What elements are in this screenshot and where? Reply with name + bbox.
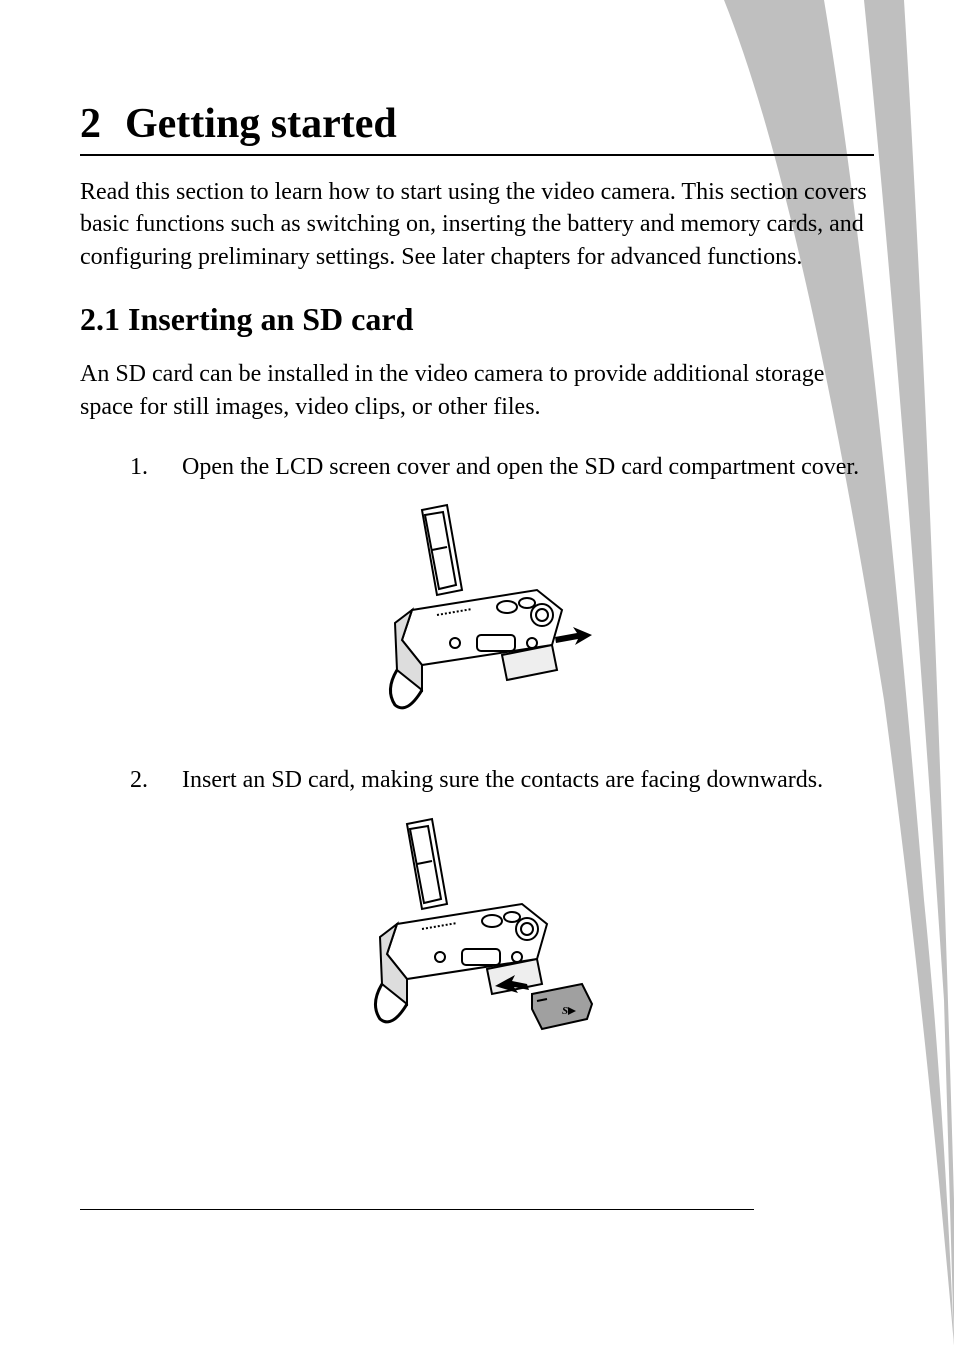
step-number: 1. [130, 451, 182, 483]
section-intro: An SD card can be installed in the video… [80, 358, 874, 423]
section-title: 2.1 Inserting an SD card [80, 301, 874, 338]
illustration-insert-sd: S [80, 809, 874, 1069]
chapter-number: 2 [80, 100, 101, 148]
section-title-text: Inserting an SD card [128, 301, 413, 337]
chapter-title-text: Getting started [125, 101, 397, 147]
section-number: 2.1 [80, 301, 120, 337]
step-number: 2. [130, 764, 182, 796]
chapter-intro: Read this section to learn how to start … [80, 176, 874, 273]
footer-rule [80, 1209, 754, 1210]
chapter-title: 2 Getting started [80, 100, 874, 156]
steps-list: 1. Open the LCD screen cover and open th… [80, 451, 874, 483]
illustration-open-cover [80, 495, 874, 740]
svg-text:S: S [562, 1005, 568, 1017]
step-item: 1. Open the LCD screen cover and open th… [130, 451, 874, 483]
step-text: Open the LCD screen cover and open the S… [182, 451, 874, 483]
steps-list-cont: 2. Insert an SD card, making sure the co… [80, 764, 874, 796]
step-text: Insert an SD card, making sure the conta… [182, 764, 874, 796]
step-item: 2. Insert an SD card, making sure the co… [130, 764, 874, 796]
